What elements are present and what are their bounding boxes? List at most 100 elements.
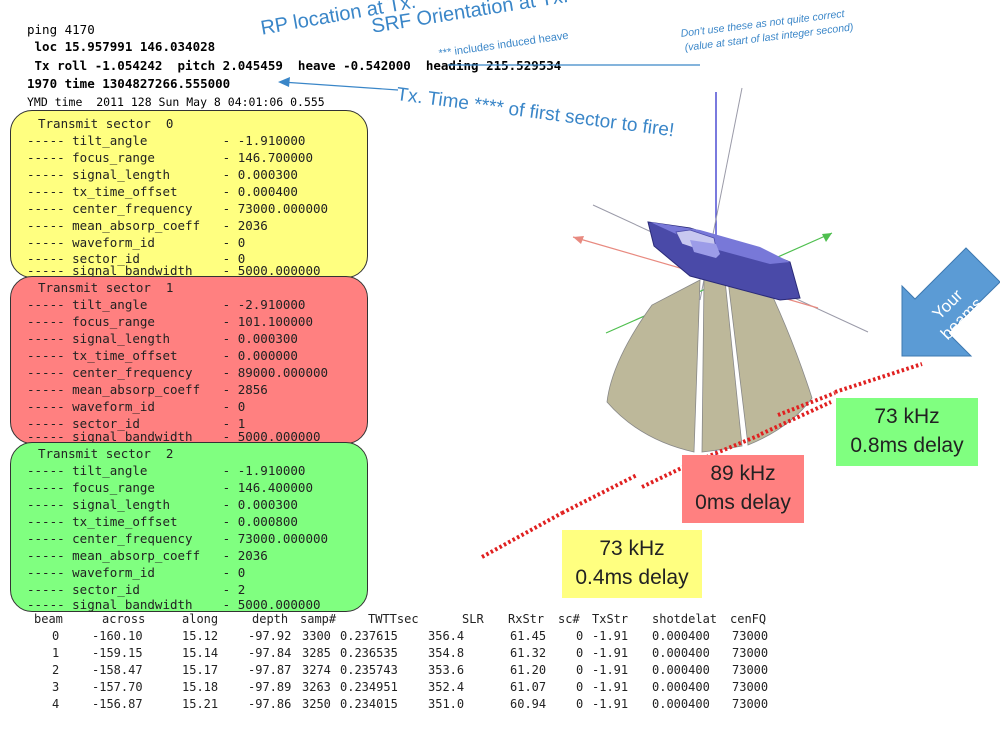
sector-row: ----- tx_time_offset - 0.000400 bbox=[27, 184, 298, 199]
cell: 3274 bbox=[302, 663, 331, 677]
sector-row: ----- signal_length - 0.000300 bbox=[27, 331, 298, 346]
axis-arrow-green bbox=[822, 233, 832, 242]
ping-label: ping 4170 bbox=[27, 22, 95, 37]
transmit-sector-1: Transmit sector 1 ----- tilt_angle - -2.… bbox=[10, 276, 368, 444]
sector-row: ----- center_frequency - 89000.000000 bbox=[27, 365, 329, 380]
sector-row: ----- signal_length - 0.000300 bbox=[27, 497, 298, 512]
freq-box-line2: 0.4ms delay bbox=[575, 566, 689, 589]
sector-row: ----- center_frequency - 73000.000000 bbox=[27, 531, 329, 546]
sector-row: ----- center_frequency - 73000.000000 bbox=[27, 201, 329, 216]
cell: 73000 bbox=[732, 697, 769, 711]
sector-row: ----- signal_bandwidth - 5000.000000 bbox=[27, 429, 321, 444]
sector-row: ----- signal_bandwidth - 5000.000000 bbox=[27, 597, 321, 612]
cell: 3250 bbox=[302, 697, 331, 711]
freq-box-line2: 0.8ms delay bbox=[850, 434, 964, 457]
sector-row: ----- mean_absorp_coeff - 2036 bbox=[27, 548, 268, 563]
cell: 0.000400 bbox=[652, 646, 710, 660]
cell: -1.91 bbox=[592, 646, 629, 660]
your-beams-arrow bbox=[901, 247, 1000, 357]
sector-row: ----- focus_range - 146.700000 bbox=[27, 150, 313, 165]
cell: -97.84 bbox=[248, 646, 292, 660]
cell: 0 bbox=[576, 629, 584, 643]
cell: 1 bbox=[52, 646, 60, 660]
cell: 73000 bbox=[732, 646, 769, 660]
sector-title: Transmit sector 0 bbox=[38, 116, 174, 131]
sector-row: ----- tx_time_offset - 0.000800 bbox=[27, 514, 298, 529]
transmit-sector-0: Transmit sector 0 ----- tilt_angle - -1.… bbox=[10, 110, 368, 278]
sector-row: ----- waveform_id - 0 bbox=[27, 565, 246, 580]
cell: -1.91 bbox=[592, 629, 629, 643]
cell: 356.4 bbox=[428, 629, 465, 643]
cell: -97.86 bbox=[248, 697, 292, 711]
cell: 15.17 bbox=[182, 663, 219, 677]
freq-box-sector-2: 73 kHz 0.8ms delay bbox=[836, 398, 978, 466]
cell: 354.8 bbox=[428, 646, 465, 660]
cell: 0.000400 bbox=[652, 680, 710, 694]
freq-box-sector-0: 73 kHz 0.4ms delay bbox=[562, 530, 702, 598]
col-header: across bbox=[102, 612, 146, 626]
col-header: beam bbox=[34, 612, 63, 626]
cell: -97.89 bbox=[248, 680, 292, 694]
cell: -160.10 bbox=[92, 629, 143, 643]
sector-row: ----- tilt_angle - -1.910000 bbox=[27, 463, 306, 478]
cell: 15.12 bbox=[182, 629, 219, 643]
cell: 0.236535 bbox=[340, 646, 398, 660]
sector-row: ----- signal_length - 0.000300 bbox=[27, 167, 298, 182]
cell: 0.000400 bbox=[652, 697, 710, 711]
time1970-label: 1970 time 1304827266.555000 bbox=[27, 76, 231, 91]
sector-row: ----- focus_range - 146.400000 bbox=[27, 480, 313, 495]
sector-row: ----- sector_id - 2 bbox=[27, 582, 246, 597]
cell: 61.32 bbox=[510, 646, 547, 660]
cell: -159.15 bbox=[92, 646, 143, 660]
cell: 73000 bbox=[732, 629, 769, 643]
ymd-time-label: YMD time 2011 128 Sun May 8 04:01:06 0.5… bbox=[27, 95, 325, 109]
cell: 15.18 bbox=[182, 680, 219, 694]
cell: 73000 bbox=[732, 680, 769, 694]
col-header: TxStr bbox=[592, 612, 629, 626]
sector-row: ----- waveform_id - 0 bbox=[27, 235, 246, 250]
cell: 0 bbox=[576, 646, 584, 660]
cell: -1.91 bbox=[592, 663, 629, 677]
cell: 0 bbox=[576, 680, 584, 694]
cell: 15.14 bbox=[182, 646, 219, 660]
cell: 353.6 bbox=[428, 663, 465, 677]
sector-row: ----- waveform_id - 0 bbox=[27, 399, 246, 414]
loc-label: loc 15.957991 146.034028 bbox=[27, 39, 216, 54]
sector-title: Transmit sector 2 bbox=[38, 446, 174, 461]
cell: 61.20 bbox=[510, 663, 547, 677]
col-header: TWTTsec bbox=[368, 612, 419, 626]
col-header: SLR bbox=[462, 612, 484, 626]
col-header: depth bbox=[252, 612, 289, 626]
col-header: sc# bbox=[558, 612, 580, 626]
cell: 0.235743 bbox=[340, 663, 398, 677]
sector-row: ----- tx_time_offset - 0.000000 bbox=[27, 348, 298, 363]
swath-left bbox=[606, 279, 701, 453]
cell: 4 bbox=[52, 697, 60, 711]
cell: -97.92 bbox=[248, 629, 292, 643]
cell: 0.000400 bbox=[652, 629, 710, 643]
cell: 0 bbox=[576, 697, 584, 711]
cell: 73000 bbox=[732, 663, 769, 677]
cell: -1.91 bbox=[592, 680, 629, 694]
cell: 0.237615 bbox=[340, 629, 398, 643]
tx-orientation-label: Tx roll -1.054242 pitch 2.045459 heave -… bbox=[27, 58, 562, 73]
sector-title: Transmit sector 1 bbox=[38, 280, 174, 295]
cell: 0.000400 bbox=[652, 663, 710, 677]
sector-row: ----- signal_bandwidth - 5000.000000 bbox=[27, 263, 321, 278]
cell: 3300 bbox=[302, 629, 331, 643]
sector-row: ----- mean_absorp_coeff - 2036 bbox=[27, 218, 268, 233]
freq-box-line1: 73 kHz bbox=[874, 405, 940, 428]
cell: 351.0 bbox=[428, 697, 465, 711]
freq-box-line2: 0ms delay bbox=[695, 491, 791, 514]
cell: 2 bbox=[52, 663, 60, 677]
cell: 352.4 bbox=[428, 680, 465, 694]
cell: 0.234951 bbox=[340, 680, 398, 694]
sector-row: ----- tilt_angle - -1.910000 bbox=[27, 133, 306, 148]
cell: 0 bbox=[52, 629, 60, 643]
cell: -97.87 bbox=[248, 663, 292, 677]
cell: 0.234015 bbox=[340, 697, 398, 711]
col-header: shotdelat bbox=[652, 612, 718, 626]
axis-arrow-red bbox=[573, 236, 584, 244]
col-header: cenFQ bbox=[730, 612, 767, 626]
sector-row: ----- mean_absorp_coeff - 2856 bbox=[27, 382, 268, 397]
